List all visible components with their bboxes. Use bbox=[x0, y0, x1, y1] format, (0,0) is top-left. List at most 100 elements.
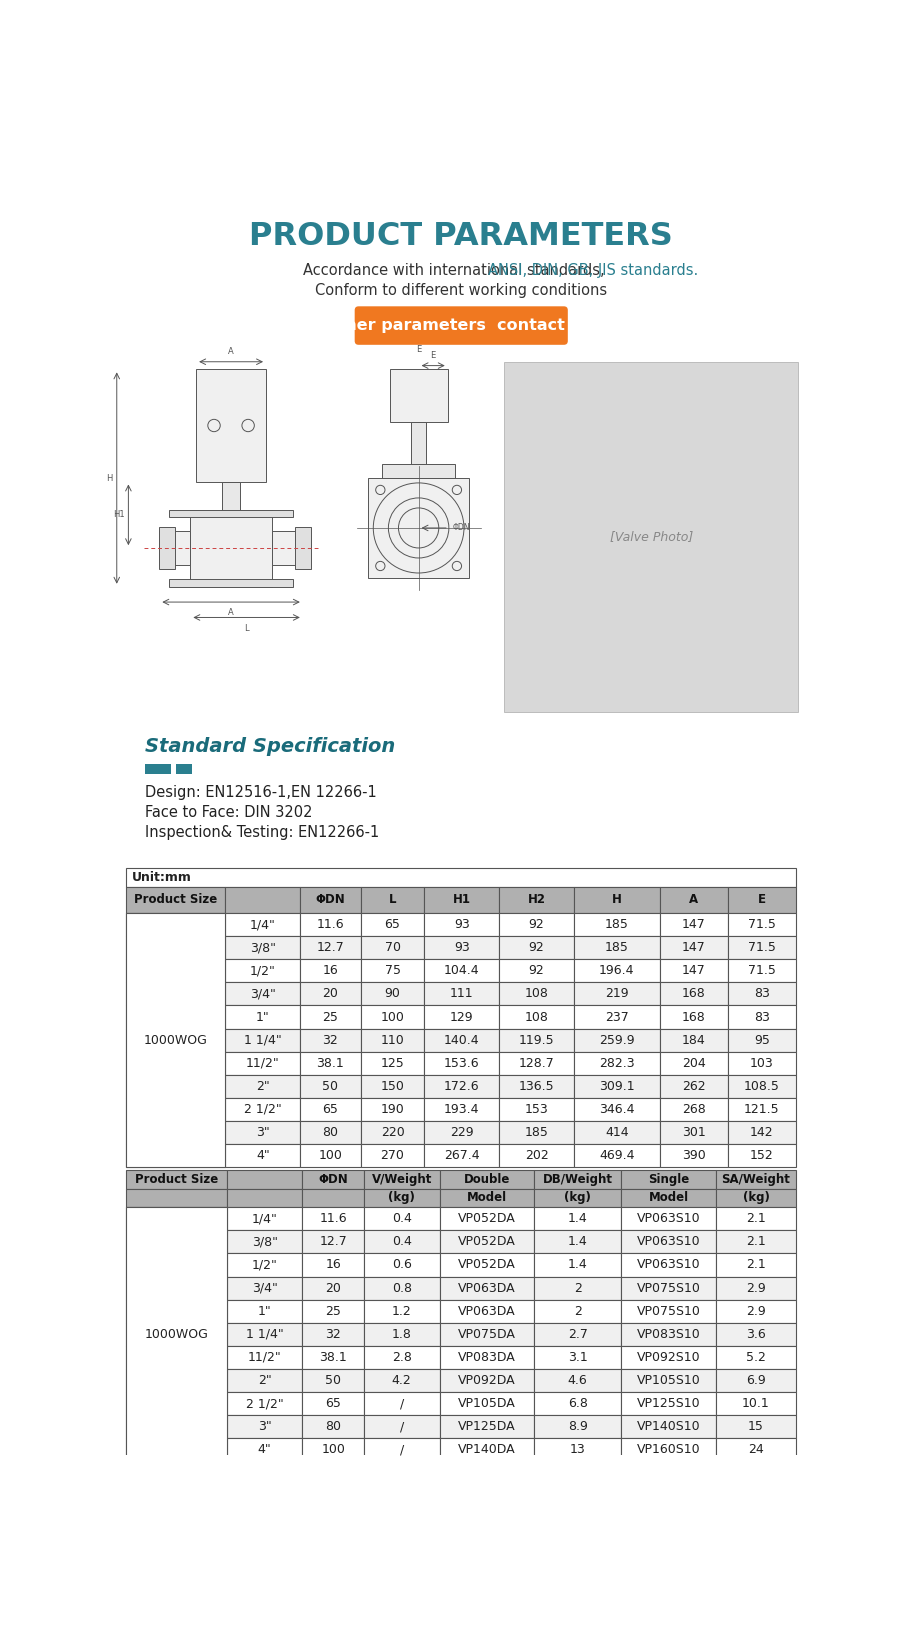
Text: 2.1: 2.1 bbox=[746, 1259, 766, 1272]
Text: 140.4: 140.4 bbox=[444, 1033, 480, 1046]
Bar bbox=[535, 1368, 621, 1391]
Text: H2: H2 bbox=[527, 893, 545, 906]
Bar bbox=[574, 1051, 660, 1074]
Text: 193.4: 193.4 bbox=[444, 1104, 480, 1117]
Text: 282.3: 282.3 bbox=[599, 1056, 634, 1069]
Text: VP125DA: VP125DA bbox=[458, 1421, 516, 1434]
Bar bbox=[126, 1189, 227, 1207]
Bar bbox=[621, 1391, 716, 1416]
Bar bbox=[535, 1171, 621, 1189]
Text: 32: 32 bbox=[325, 1328, 341, 1341]
Text: 204: 204 bbox=[682, 1056, 706, 1069]
Text: 71.5: 71.5 bbox=[748, 919, 776, 930]
Text: 65: 65 bbox=[384, 919, 400, 930]
Text: Inspection& Testing: EN12266-1: Inspection& Testing: EN12266-1 bbox=[145, 826, 379, 840]
Bar bbox=[411, 422, 427, 464]
Bar bbox=[660, 1144, 728, 1167]
Bar bbox=[728, 983, 796, 1006]
Bar bbox=[301, 960, 361, 983]
Bar bbox=[500, 960, 574, 983]
Text: 346.4: 346.4 bbox=[599, 1104, 634, 1117]
Text: 103: 103 bbox=[750, 1056, 774, 1069]
Text: 8.9: 8.9 bbox=[568, 1421, 588, 1434]
Text: 2: 2 bbox=[573, 1282, 581, 1295]
Text: 93: 93 bbox=[454, 942, 470, 955]
Text: 4.6: 4.6 bbox=[568, 1373, 588, 1386]
Text: 12.7: 12.7 bbox=[320, 1236, 347, 1249]
Bar bbox=[145, 764, 171, 773]
Bar bbox=[574, 937, 660, 960]
Bar bbox=[302, 1416, 364, 1439]
Bar bbox=[621, 1416, 716, 1439]
Bar bbox=[126, 937, 225, 960]
Text: 190: 190 bbox=[381, 1104, 404, 1117]
Bar bbox=[227, 1300, 302, 1323]
Text: 142: 142 bbox=[751, 1127, 774, 1140]
Text: H: H bbox=[106, 474, 112, 482]
Text: Product Size: Product Size bbox=[135, 1172, 218, 1185]
Bar bbox=[621, 1230, 716, 1254]
Text: Conform to different working conditions: Conform to different working conditions bbox=[315, 283, 608, 298]
Text: 4": 4" bbox=[257, 1444, 272, 1457]
Bar bbox=[574, 1122, 660, 1144]
Bar bbox=[425, 1074, 500, 1097]
Text: A: A bbox=[689, 893, 698, 906]
Text: 50: 50 bbox=[322, 1079, 338, 1092]
Bar bbox=[439, 1230, 535, 1254]
Bar bbox=[126, 1028, 225, 1051]
Text: 301: 301 bbox=[682, 1127, 706, 1140]
Text: 2.7: 2.7 bbox=[568, 1328, 588, 1341]
Text: 0.4: 0.4 bbox=[392, 1236, 411, 1249]
Bar bbox=[225, 912, 301, 937]
Text: 119.5: 119.5 bbox=[518, 1033, 554, 1046]
Text: 90: 90 bbox=[384, 988, 400, 1001]
Bar bbox=[364, 1346, 439, 1368]
Bar bbox=[716, 1189, 796, 1207]
Bar bbox=[425, 1006, 500, 1028]
Bar bbox=[301, 1051, 361, 1074]
Bar bbox=[574, 1074, 660, 1097]
Bar bbox=[535, 1207, 621, 1230]
Bar bbox=[716, 1391, 796, 1416]
Text: 50: 50 bbox=[325, 1373, 341, 1386]
Bar bbox=[361, 1051, 425, 1074]
Bar bbox=[716, 1300, 796, 1323]
Bar bbox=[728, 886, 796, 912]
Bar bbox=[621, 1368, 716, 1391]
Bar bbox=[126, 1439, 227, 1462]
Text: H1: H1 bbox=[453, 893, 471, 906]
Text: 2": 2" bbox=[257, 1373, 272, 1386]
Bar bbox=[390, 370, 447, 422]
Bar bbox=[364, 1416, 439, 1439]
Text: DB/Weight: DB/Weight bbox=[543, 1172, 613, 1185]
Bar bbox=[361, 1144, 425, 1167]
Text: 100: 100 bbox=[321, 1444, 345, 1457]
Text: Model: Model bbox=[467, 1192, 507, 1205]
Bar bbox=[302, 1439, 364, 1462]
Bar bbox=[439, 1207, 535, 1230]
Bar bbox=[176, 764, 193, 773]
Text: 414: 414 bbox=[605, 1127, 628, 1140]
Bar bbox=[227, 1323, 302, 1346]
Text: 2.9: 2.9 bbox=[746, 1282, 766, 1295]
Bar bbox=[126, 1323, 227, 1346]
Text: 185: 185 bbox=[605, 942, 629, 955]
Bar bbox=[425, 937, 500, 960]
Bar bbox=[535, 1277, 621, 1300]
Bar bbox=[425, 960, 500, 983]
Text: 147: 147 bbox=[682, 965, 706, 978]
Bar bbox=[728, 1006, 796, 1028]
Bar bbox=[126, 960, 225, 983]
Bar bbox=[126, 1300, 227, 1323]
Bar bbox=[302, 1277, 364, 1300]
Bar bbox=[302, 1171, 364, 1189]
Bar bbox=[535, 1439, 621, 1462]
Bar bbox=[535, 1323, 621, 1346]
Bar bbox=[621, 1207, 716, 1230]
Text: 20: 20 bbox=[322, 988, 338, 1001]
Text: 3/4": 3/4" bbox=[250, 988, 275, 1001]
Bar bbox=[439, 1323, 535, 1346]
Bar bbox=[574, 886, 660, 912]
Text: 0.8: 0.8 bbox=[392, 1282, 411, 1295]
Text: VP063S10: VP063S10 bbox=[636, 1259, 700, 1272]
